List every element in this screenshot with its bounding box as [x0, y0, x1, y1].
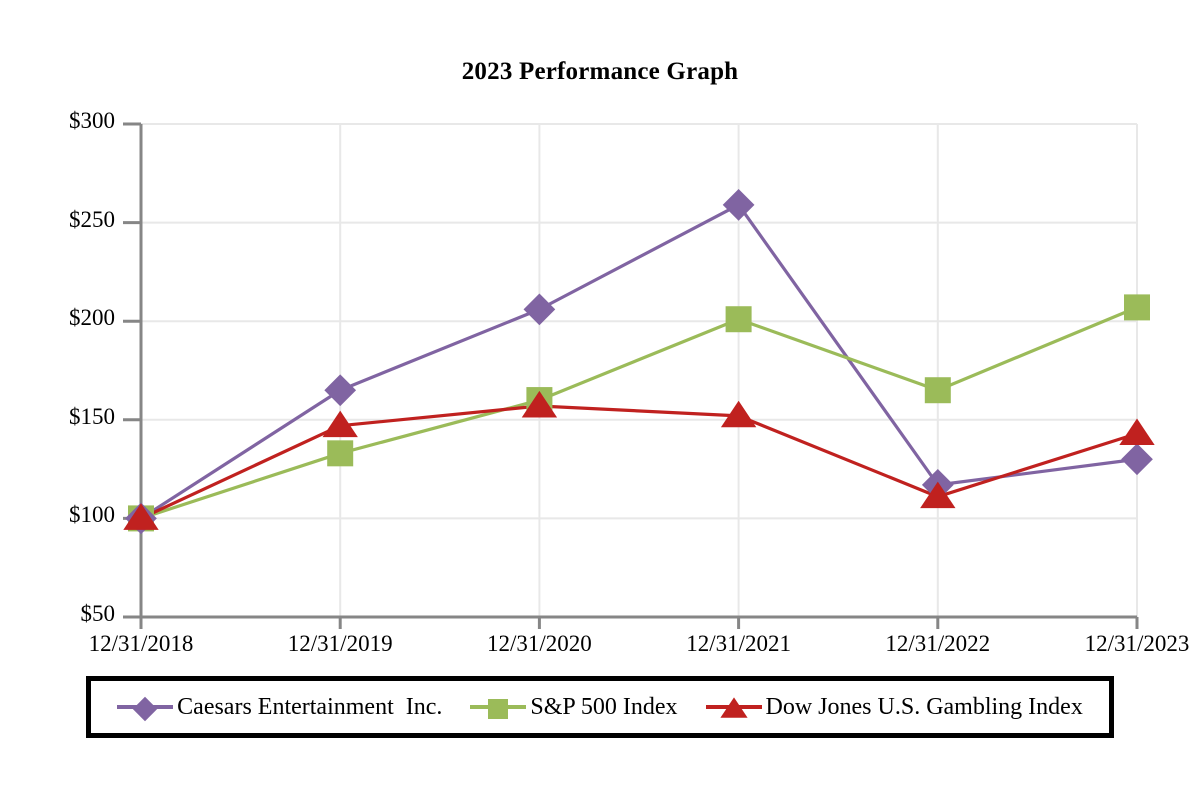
legend-label-0: Caesars Entertainment Inc.	[177, 693, 443, 720]
chart-title: 2023 Performance Graph	[461, 58, 739, 85]
data-point-2-0	[123, 503, 159, 530]
x-axis-tick-label: 12/31/2023	[1084, 631, 1190, 656]
data-point-0-2	[523, 293, 556, 326]
triangle-icon	[719, 697, 748, 718]
x-axis-tick-label: 12/31/2022	[885, 631, 991, 656]
data-point-0-1	[324, 374, 357, 407]
x-axis-tick-label: 12/31/2018	[88, 631, 194, 656]
data-point-0-5	[1121, 443, 1153, 476]
legend-swatch-0	[117, 692, 174, 722]
triangle-icon-shape	[719, 697, 748, 718]
data-point-2-4	[920, 481, 956, 509]
legend-label-2: Dow Jones U.S. Gambling Index	[765, 693, 1083, 720]
diamond-icon	[132, 696, 158, 722]
chart-legend: Caesars Entertainment Inc. S&P 500 Index D…	[86, 676, 1114, 738]
legend-swatch-2	[705, 692, 762, 722]
legend-item-1[interactable]: S&P 500 Index	[470, 692, 678, 722]
y-axis-tick-label: $200	[69, 305, 115, 331]
x-axis-tick-label: 12/31/2019	[287, 631, 393, 656]
y-axis-tick-label: $250	[69, 206, 115, 232]
y-axis-tick-label: $50	[80, 601, 116, 626]
series-line-2	[139, 404, 1139, 521]
square-icon	[488, 699, 509, 719]
y-axis-tick-label: $150	[69, 403, 115, 429]
data-point-1-3	[725, 306, 752, 333]
y-axis-tick-label: $300	[69, 108, 115, 133]
data-point-2-5	[1119, 418, 1155, 446]
data-point-2-2	[521, 390, 558, 418]
data-point-2-1	[322, 410, 358, 438]
y-axis-tick-label: $100	[69, 502, 115, 528]
x-axis-tick-label: 12/31/2021	[686, 631, 791, 656]
series-line-1	[139, 305, 1139, 521]
diamond-icon-shape	[132, 696, 158, 722]
data-point-1-4	[924, 377, 951, 404]
data-point-2-3	[720, 400, 757, 428]
data-point-0-3	[722, 188, 755, 221]
square-icon-shape	[488, 699, 509, 719]
legend-swatch-1	[470, 692, 527, 722]
x-axis-tick-label: 12/31/2020	[487, 631, 592, 656]
series-line-0	[139, 203, 1139, 521]
data-point-1-1	[327, 440, 354, 467]
legend-item-0[interactable]: Caesars Entertainment Inc.	[117, 692, 442, 722]
legend-label-1: S&P 500 Index	[530, 693, 678, 720]
legend-item-2[interactable]: Dow Jones U.S. Gambling Index	[705, 692, 1083, 722]
data-point-1-5	[1124, 294, 1150, 321]
